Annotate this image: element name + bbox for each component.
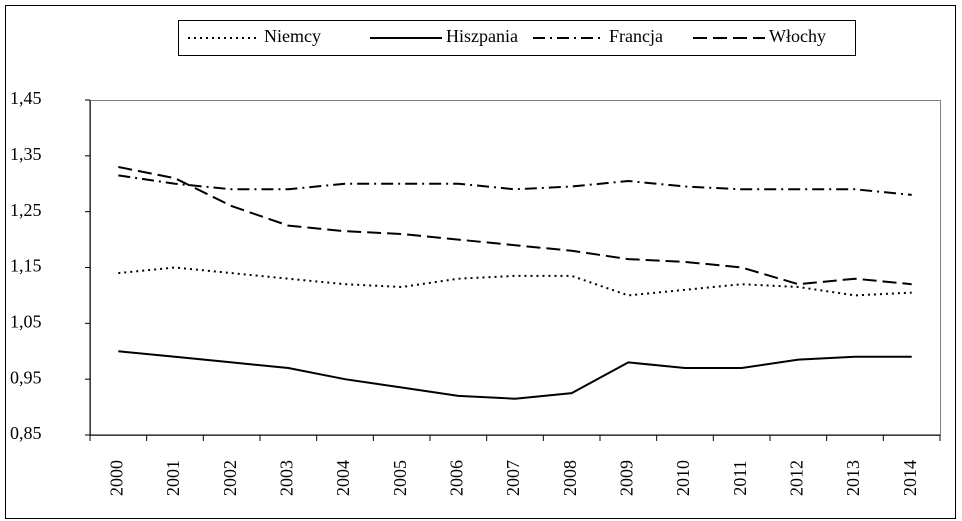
x-tick-label: 2012: [786, 460, 806, 496]
x-tick-label: 2013: [843, 460, 863, 496]
x-tick-label: 2007: [503, 460, 523, 496]
x-tick-label: 2010: [673, 460, 693, 496]
legend-label: Francja: [609, 26, 663, 46]
y-tick-label: 1,05: [10, 311, 42, 331]
x-tick-label: 2000: [106, 460, 126, 496]
x-tick-label: 2014: [900, 460, 920, 496]
x-tick-label: 2003: [276, 460, 296, 496]
y-tick-label: 1,25: [10, 200, 42, 220]
legend-label: Włochy: [769, 26, 826, 46]
series-line: [118, 166, 912, 286]
x-tick-label: 2008: [560, 460, 580, 496]
x-tick-label: 2004: [333, 460, 353, 496]
y-tick-label: 0,85: [10, 423, 42, 443]
x-tick-label: 2001: [163, 460, 183, 496]
x-tick-label: 2006: [446, 460, 466, 496]
legend-label: Niemcy: [264, 26, 321, 46]
y-tick-label: 1,35: [10, 144, 42, 164]
x-tick-label: 2011: [730, 460, 750, 495]
chart-frame: [5, 5, 956, 519]
x-tick-label: 2002: [220, 460, 240, 496]
y-tick-label: 1,15: [10, 256, 42, 276]
x-tick-label: 2005: [390, 460, 410, 496]
y-tick-label: 1,45: [10, 88, 42, 108]
series-line: [118, 350, 912, 400]
x-tick-label: 2009: [616, 460, 636, 496]
legend-label: Hiszpania: [446, 26, 518, 46]
series-line: [118, 266, 912, 297]
y-tick-label: 0,95: [10, 367, 42, 387]
